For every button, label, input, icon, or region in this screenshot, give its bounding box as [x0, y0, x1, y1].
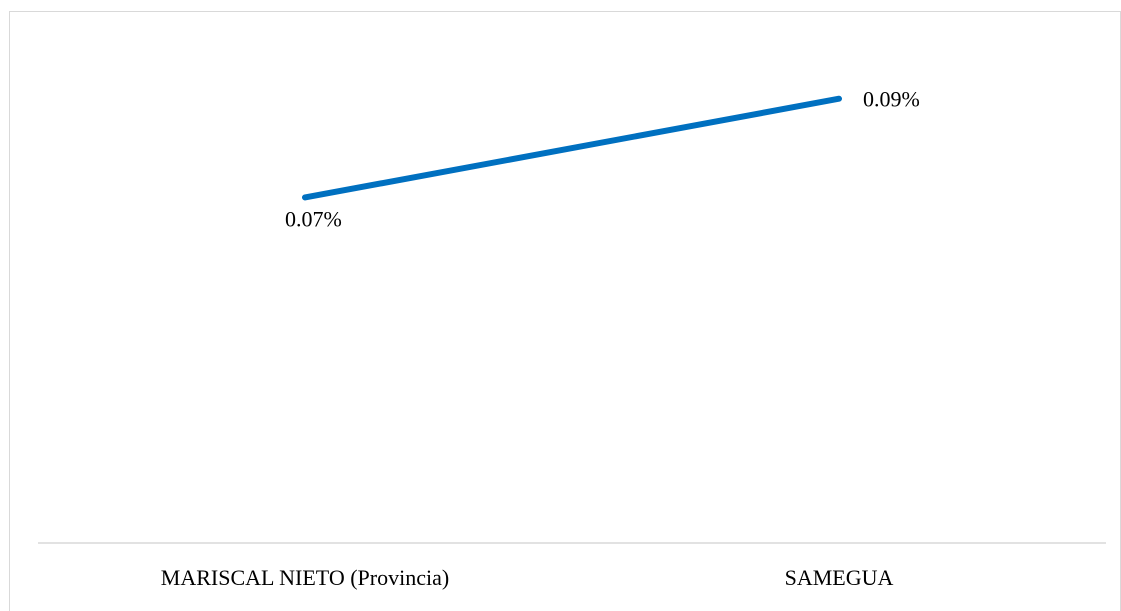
- data-label: 0.09%: [863, 87, 920, 112]
- x-tick-label: SAMEGUA: [785, 565, 894, 590]
- x-tick-label-layer: MARISCAL NIETO (Provincia) SAMEGUA: [161, 565, 894, 590]
- data-label: 0.07%: [285, 206, 342, 231]
- series-layer: [302, 95, 842, 201]
- data-label-layer: 0.07% 0.09%: [285, 87, 920, 232]
- x-tick-label: MARISCAL NIETO (Provincia): [161, 565, 449, 590]
- series-line: [302, 95, 842, 201]
